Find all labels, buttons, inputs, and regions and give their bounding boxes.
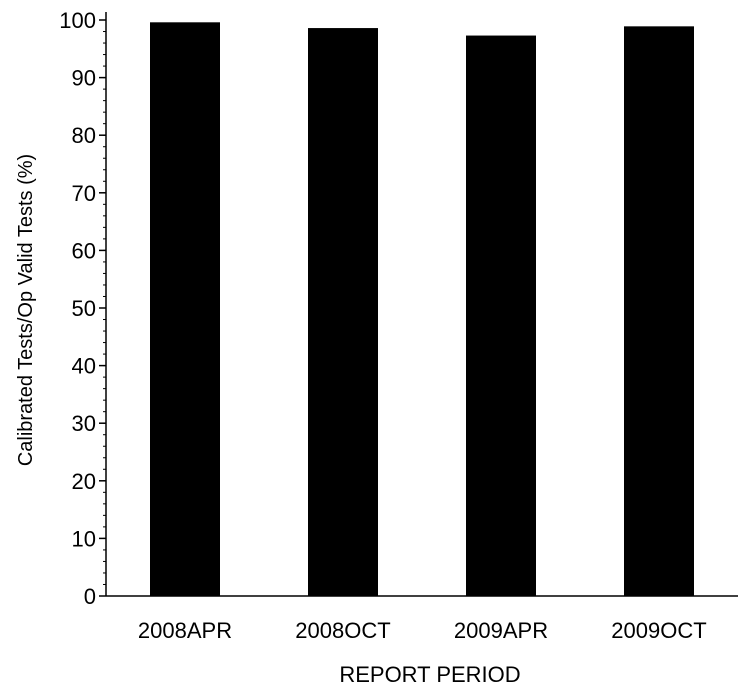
- y-tick-label: 100: [59, 8, 96, 33]
- y-axis: 0 10 20 30 40 50 60 70 80 90 100: [59, 8, 107, 609]
- y-tick-label: 60: [72, 238, 96, 263]
- x-tick-label: 2008APR: [138, 618, 232, 643]
- bars: [150, 22, 694, 597]
- bar-2008apr: [150, 22, 220, 596]
- y-tick-label: 40: [72, 354, 96, 379]
- y-axis-title: Calibrated Tests/Op Valid Tests (%): [15, 154, 37, 466]
- bar-2009apr: [466, 35, 536, 596]
- x-tick-label: 2009OCT: [611, 618, 706, 643]
- y-tick-label: 30: [72, 411, 96, 436]
- y-tick-label: 90: [72, 66, 96, 91]
- y-tick-label: 10: [72, 526, 96, 551]
- x-axis-title: REPORT PERIOD: [339, 662, 520, 685]
- y-tick-label: 50: [72, 296, 96, 321]
- x-tick-labels: 2008APR 2008OCT 2009APR 2009OCT: [138, 618, 707, 643]
- y-tick-label: 20: [72, 469, 96, 494]
- bar-2008oct: [308, 28, 378, 596]
- y-tick-label: 70: [72, 181, 96, 206]
- x-tick-label: 2008OCT: [295, 618, 390, 643]
- x-tick-label: 2009APR: [454, 618, 548, 643]
- y-tick-label: 0: [84, 584, 96, 609]
- bar-2009oct: [624, 26, 694, 597]
- y-tick-label: 80: [72, 123, 96, 148]
